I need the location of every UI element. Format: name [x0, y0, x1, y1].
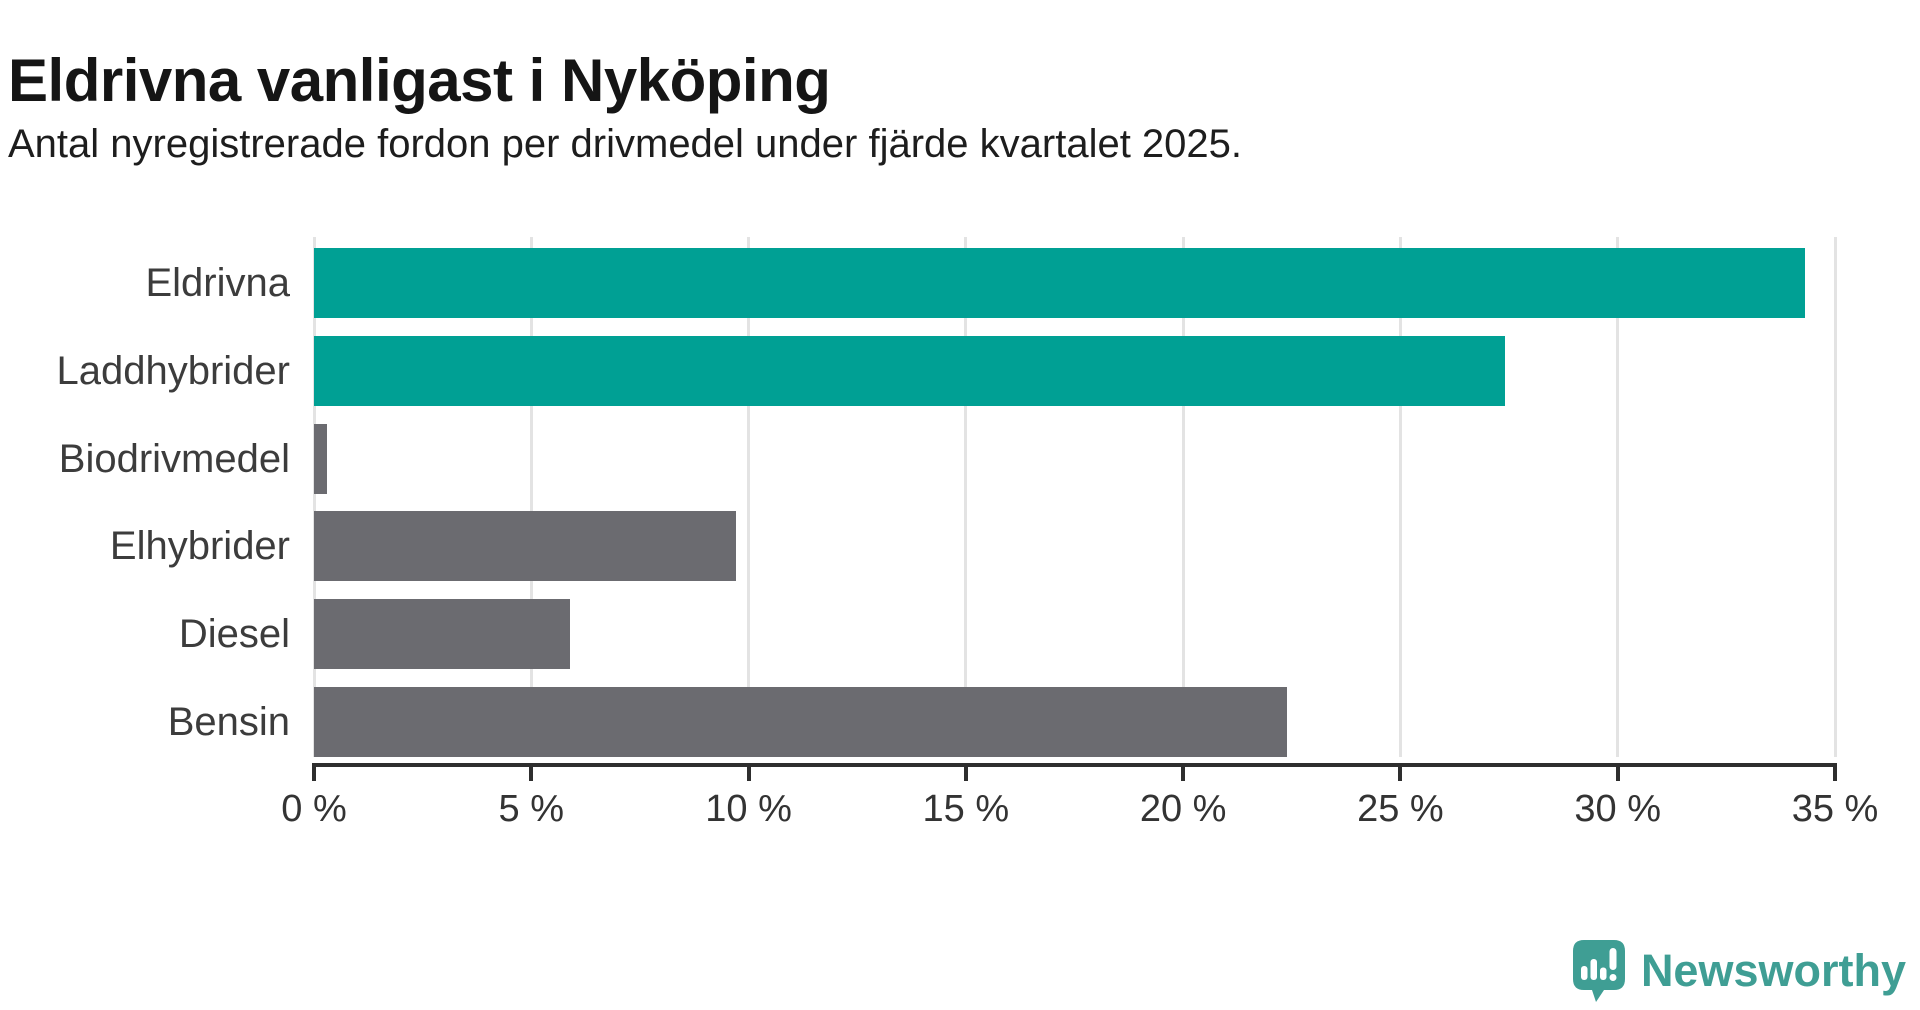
newsworthy-wordmark: Newsworthy: [1640, 945, 1906, 996]
axis-tick-label: 10 %: [705, 788, 792, 830]
axis-tick-label: 0 %: [281, 788, 347, 830]
x-axis-line: [312, 763, 1835, 767]
gridline: [1181, 237, 1185, 757]
newsworthy-logo: Newsworthy: [1572, 940, 1906, 1002]
axis-tick: [1181, 763, 1186, 781]
axis-tick: [312, 763, 316, 781]
axis-tick: [1833, 763, 1837, 781]
axis-tick-label: 20 %: [1139, 788, 1227, 830]
axis-tick-label: 5 %: [498, 788, 565, 830]
gridline: [1616, 237, 1620, 757]
chart-subtitle: Antal nyregistrerade fordon per drivmede…: [8, 122, 1243, 166]
gridline: [1833, 237, 1837, 757]
category-label-biodrivmedel: Biodrivmedel: [58, 436, 290, 481]
bar-eldrivna: [314, 248, 1805, 318]
axis-tick: [746, 763, 751, 781]
axis-tick-label: 25 %: [1357, 788, 1444, 830]
bar-elhybrider: [314, 511, 736, 582]
axis-tick: [963, 763, 968, 781]
category-label-eldrivna: Eldrivna: [145, 261, 290, 305]
gridline: [529, 237, 533, 757]
axis-tick-label: 15 %: [922, 788, 1010, 830]
bar-laddhybrider: [314, 335, 1505, 406]
axis-tick: [1615, 763, 1620, 781]
gridline: [964, 237, 968, 757]
bar-chart: Eldrivna Laddhybrider Biodrivmedel Elhybrid…: [56, 237, 1879, 830]
category-label-laddhybrider: Laddhybrider: [56, 348, 291, 393]
axis-tick-label: 30 %: [1574, 788, 1662, 830]
bar-biodrivmedel: [314, 423, 328, 494]
gridline: [747, 237, 751, 757]
category-label-bensin: Bensin: [167, 700, 290, 744]
bar-diesel: [314, 599, 571, 670]
category-label-elhybrider: Elhybrider: [109, 524, 290, 569]
axis-tick-label: 35 %: [1791, 788, 1879, 830]
bar-chart-speech-bubble-icon: [1572, 940, 1625, 1002]
axis-tick: [1398, 763, 1403, 781]
plot-area: [312, 237, 1837, 757]
gridline: [1398, 237, 1402, 757]
axis-tick: [529, 763, 534, 781]
page-title: Eldrivna vanligast i Nyköping: [8, 47, 831, 115]
bar-bensin: [314, 687, 1288, 757]
category-label-diesel: Diesel: [178, 612, 290, 657]
gridline: [312, 237, 316, 757]
